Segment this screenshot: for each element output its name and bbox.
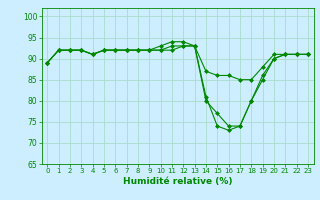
X-axis label: Humidité relative (%): Humidité relative (%) [123,177,232,186]
